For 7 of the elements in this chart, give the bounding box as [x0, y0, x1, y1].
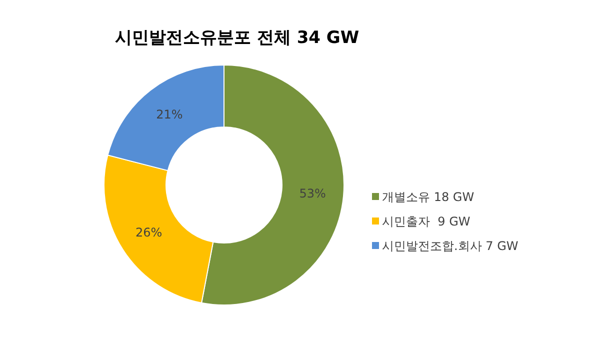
legend-label: 시민발전조합.회사 7 GW: [382, 239, 518, 253]
legend-label: 시민출자 9 GW: [382, 214, 470, 228]
chart-title: 시민발전소유분포 전체 34 GW: [115, 28, 360, 48]
data-label: 26%: [136, 226, 162, 240]
data-label: 21%: [156, 108, 183, 122]
legend-label: 개별소유 18 GW: [382, 190, 474, 204]
data-label: 53%: [299, 186, 326, 200]
